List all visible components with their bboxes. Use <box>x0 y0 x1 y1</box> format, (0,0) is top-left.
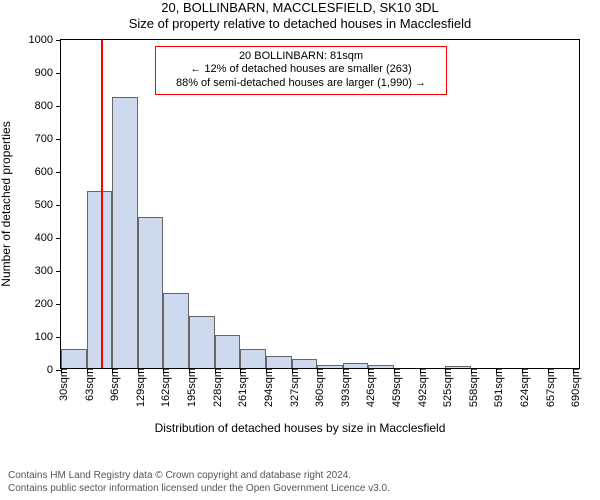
y-tick-label: 500 <box>35 199 61 211</box>
footer: Contains HM Land Registry data © Crown c… <box>8 470 390 495</box>
page-title-line1: 20, BOLLINBARN, MACCLESFIELD, SK10 3DL <box>0 0 600 16</box>
y-tick-label: 600 <box>35 166 61 178</box>
histogram-bar <box>292 359 318 367</box>
y-tick-label: 700 <box>35 133 61 145</box>
x-tick-label: 657sqm <box>539 368 557 407</box>
histogram-bar <box>189 316 215 367</box>
y-tick-label: 300 <box>35 265 61 277</box>
x-tick-label: 294sqm <box>257 368 275 407</box>
histogram-bar <box>138 217 164 367</box>
x-tick-label: 63sqm <box>78 368 96 401</box>
x-tick-label: 525sqm <box>436 368 454 407</box>
histogram-bar <box>343 363 369 368</box>
x-tick-label: 228sqm <box>206 368 224 407</box>
x-tick-label: 30sqm <box>52 368 70 401</box>
x-tick-label: 558sqm <box>462 368 480 407</box>
x-tick-label: 690sqm <box>564 368 582 407</box>
x-tick-label: 162sqm <box>154 368 172 407</box>
y-tick-label: 200 <box>35 298 61 310</box>
plot-area: 0100200300400500600700800900100030sqm63s… <box>60 39 580 369</box>
x-axis-label: Distribution of detached houses by size … <box>0 421 600 435</box>
chart-container: Number of detached properties 0100200300… <box>0 39 600 369</box>
x-tick-label: 261sqm <box>231 368 249 407</box>
histogram-bar <box>61 349 87 367</box>
x-tick-label: 96sqm <box>103 368 121 401</box>
annotation-line: 20 BOLLINBARN: 81sqm <box>162 50 440 64</box>
x-tick-label: 459sqm <box>385 368 403 407</box>
reference-line <box>101 40 103 368</box>
x-tick-label: 591sqm <box>487 368 505 407</box>
x-tick-label: 393sqm <box>334 368 352 407</box>
histogram-bar <box>215 335 241 368</box>
x-tick-label: 492sqm <box>411 368 429 407</box>
histogram-bar <box>112 97 138 368</box>
histogram-bar <box>87 191 113 368</box>
x-tick-label: 624sqm <box>513 368 531 407</box>
histogram-bar <box>240 349 266 367</box>
y-axis-label: Number of detached properties <box>0 121 13 286</box>
histogram-bar <box>163 293 189 367</box>
footer-line1: Contains HM Land Registry data © Crown c… <box>8 470 390 483</box>
page-title-line2: Size of property relative to detached ho… <box>0 16 600 32</box>
x-tick-label: 129sqm <box>129 368 147 407</box>
y-tick-label: 800 <box>35 100 61 112</box>
y-tick-label: 1000 <box>29 34 61 46</box>
y-tick-label: 900 <box>35 67 61 79</box>
x-tick-label: 327sqm <box>283 368 301 407</box>
y-tick-label: 100 <box>35 331 61 343</box>
annotation-box: 20 BOLLINBARN: 81sqm← 12% of detached ho… <box>155 46 447 95</box>
annotation-line: 88% of semi-detached houses are larger (… <box>162 77 440 91</box>
x-tick-label: 360sqm <box>308 368 326 407</box>
annotation-line: ← 12% of detached houses are smaller (26… <box>162 63 440 77</box>
x-tick-label: 426sqm <box>359 368 377 407</box>
x-tick-label: 195sqm <box>180 368 198 407</box>
y-tick-label: 400 <box>35 232 61 244</box>
histogram-bar <box>266 356 292 368</box>
footer-line2: Contains public sector information licen… <box>8 483 390 496</box>
